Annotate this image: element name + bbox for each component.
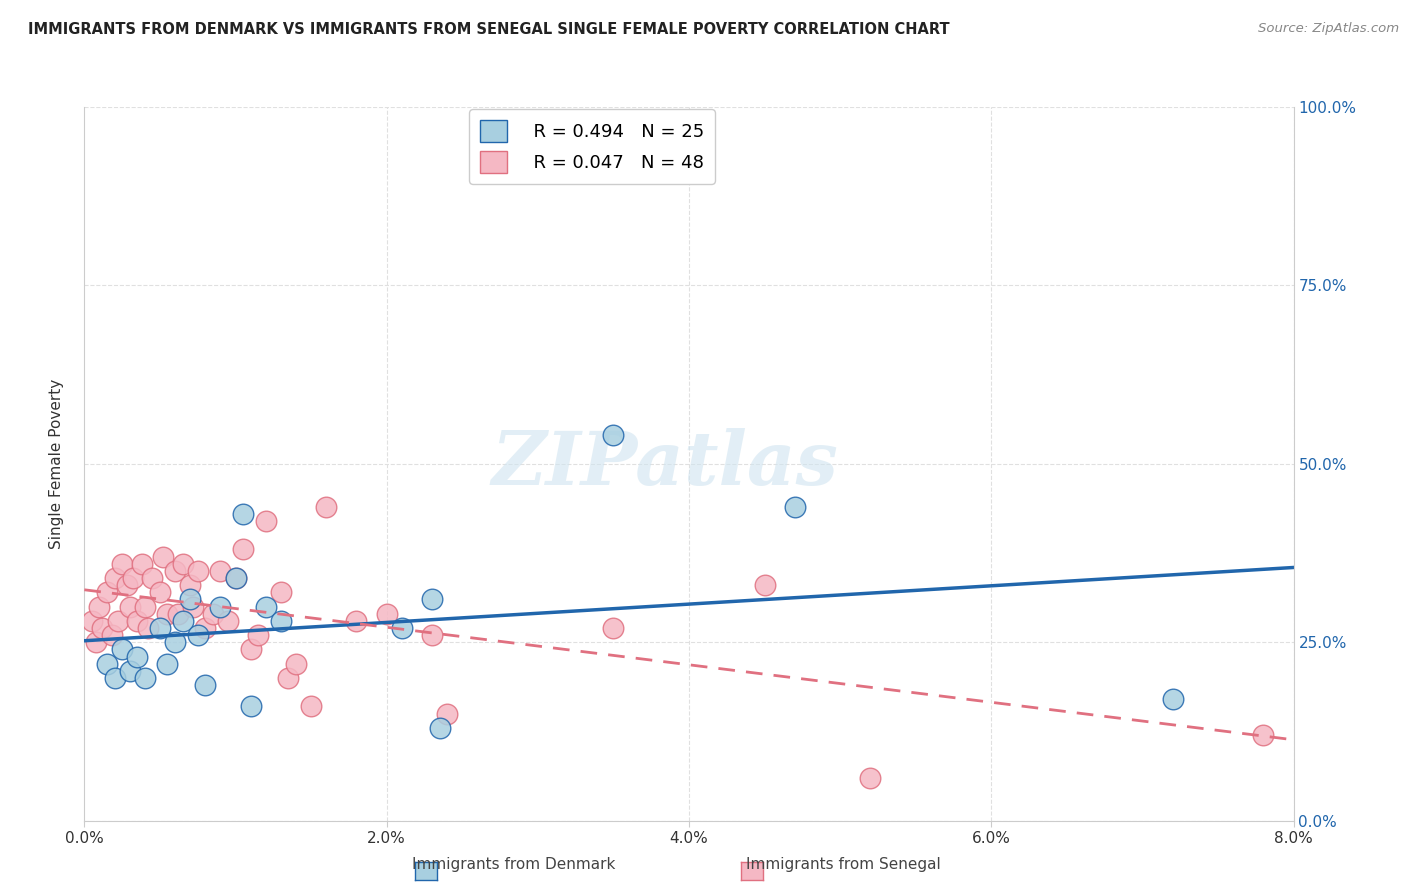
Point	[429, 721, 451, 735]
Point	[420, 628, 443, 642]
Point	[179, 592, 201, 607]
Point	[104, 571, 127, 585]
Point	[179, 578, 201, 592]
Point	[127, 614, 149, 628]
Point	[1161, 692, 1184, 706]
Point	[754, 578, 776, 592]
Point	[1253, 728, 1275, 742]
Point	[270, 585, 292, 599]
Text: Immigrants from Senegal: Immigrants from Senegal	[747, 857, 941, 872]
Point	[277, 671, 299, 685]
Point	[96, 585, 118, 599]
Point	[100, 628, 122, 642]
Point	[134, 671, 156, 685]
Point	[602, 428, 624, 442]
Point	[254, 599, 277, 614]
Point	[89, 599, 111, 614]
Point	[115, 578, 138, 592]
Point	[167, 607, 190, 621]
Point	[172, 614, 194, 628]
Point	[783, 500, 806, 514]
Point	[270, 614, 292, 628]
Point	[104, 671, 127, 685]
Point	[141, 571, 163, 585]
Point	[86, 635, 108, 649]
Y-axis label: Single Female Poverty: Single Female Poverty	[49, 379, 63, 549]
Point	[172, 557, 194, 571]
Text: Source: ZipAtlas.com: Source: ZipAtlas.com	[1258, 22, 1399, 36]
Point	[254, 514, 277, 528]
Point	[239, 699, 262, 714]
Point	[232, 507, 254, 521]
Point	[299, 699, 322, 714]
Point	[187, 564, 209, 578]
Point	[420, 592, 443, 607]
Text: IMMIGRANTS FROM DENMARK VS IMMIGRANTS FROM SENEGAL SINGLE FEMALE POVERTY CORRELA: IMMIGRANTS FROM DENMARK VS IMMIGRANTS FR…	[28, 22, 949, 37]
Point	[285, 657, 308, 671]
Point	[209, 564, 232, 578]
Point	[247, 628, 270, 642]
Point	[111, 557, 134, 571]
Point	[239, 642, 262, 657]
Point	[436, 706, 458, 721]
Text: ZIPatlas: ZIPatlas	[491, 427, 838, 500]
Point	[602, 621, 624, 635]
Point	[375, 607, 398, 621]
Point	[859, 771, 882, 785]
Point	[156, 657, 179, 671]
Point	[134, 599, 156, 614]
Point	[149, 621, 172, 635]
Point	[209, 599, 232, 614]
Point	[187, 628, 209, 642]
Point	[194, 621, 217, 635]
Point	[111, 642, 134, 657]
Point	[165, 564, 187, 578]
Point	[131, 557, 153, 571]
Point	[217, 614, 239, 628]
Point	[80, 614, 103, 628]
Legend:   R = 0.494   N = 25,   R = 0.047   N = 48: R = 0.494 N = 25, R = 0.047 N = 48	[470, 109, 714, 184]
Point	[225, 571, 247, 585]
Text: Immigrants from Denmark: Immigrants from Denmark	[412, 857, 614, 872]
Point	[315, 500, 337, 514]
Point	[118, 599, 141, 614]
Point	[91, 621, 114, 635]
Point	[165, 635, 187, 649]
Point	[127, 649, 149, 664]
Point	[152, 549, 174, 564]
Point	[225, 571, 247, 585]
Point	[201, 607, 224, 621]
Point	[118, 664, 141, 678]
Point	[181, 599, 204, 614]
Point	[194, 678, 217, 692]
Point	[346, 614, 368, 628]
Point	[107, 614, 129, 628]
Point	[96, 657, 118, 671]
Point	[149, 585, 172, 599]
Point	[232, 542, 254, 557]
Point	[391, 621, 413, 635]
Point	[121, 571, 143, 585]
Point	[136, 621, 159, 635]
Point	[156, 607, 179, 621]
